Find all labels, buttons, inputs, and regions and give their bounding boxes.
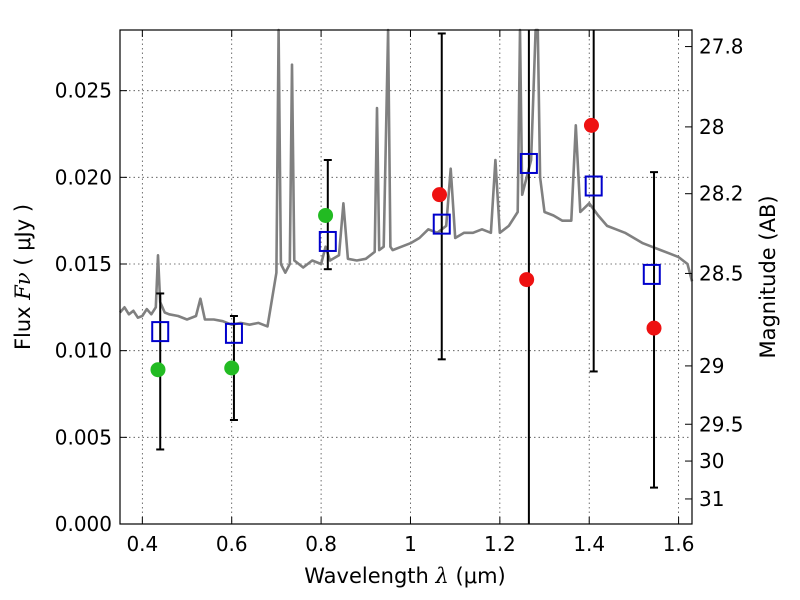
y2-tick-label: 28.2 <box>699 182 744 206</box>
grid <box>120 30 692 524</box>
x-axis-label: Wavelength λ (μm) <box>304 564 505 588</box>
y-tick-label: 0.025 <box>55 79 112 103</box>
axes: 0.4 0.6 0.8 1 1.2 1.4 1.6 0.000 0.005 0.010 0.015 0… <box>55 30 744 556</box>
data-points <box>150 117 662 378</box>
x-tick-label: 1.2 <box>484 532 516 556</box>
blue-square-marker <box>519 152 538 174</box>
x-tick-label: 1.4 <box>573 532 605 556</box>
y2-tick-label: 29 <box>699 354 724 378</box>
red-data-point <box>583 117 599 133</box>
red-data-point <box>646 320 662 336</box>
y2-tick-label: 29.5 <box>699 412 744 436</box>
plot-frame <box>119 29 693 525</box>
y-axis-label: Flux Fν ( μJy ) <box>11 204 35 350</box>
blue-square-marker <box>432 213 451 235</box>
green-data-point <box>224 360 240 376</box>
y2-tick-label: 31 <box>699 487 724 511</box>
y2-tick-label: 27.8 <box>699 35 744 59</box>
y2-tick-label: 30 <box>699 449 724 473</box>
green-data-point <box>150 362 166 378</box>
y2-tick-label: 28.5 <box>699 261 744 285</box>
blue-square-marker <box>642 263 661 285</box>
blue-square-marker <box>318 230 337 252</box>
x-tick-label: 0.6 <box>216 532 248 556</box>
x-tick-label: 0.8 <box>305 532 337 556</box>
y2-tick-label: 28 <box>699 115 724 139</box>
green-data-point <box>318 207 334 223</box>
model-spectrum-line <box>119 28 694 328</box>
x-tick-label: 0.4 <box>126 532 158 556</box>
blue-square-marker <box>224 322 243 344</box>
y-tick-label: 0.000 <box>55 512 112 536</box>
model-spectrum <box>119 28 694 328</box>
y-tick-label: 0.005 <box>55 425 112 449</box>
red-data-point <box>519 272 535 288</box>
red-data-point <box>432 187 448 203</box>
y-tick-label: 0.010 <box>55 339 112 363</box>
blue-square-marker <box>584 175 603 197</box>
x-tick-label: 1 <box>404 532 417 556</box>
y2-axis-label: Magnitude (AB) <box>756 195 780 358</box>
y-tick-label: 0.015 <box>55 252 112 276</box>
y-tick-label: 0.020 <box>55 165 112 189</box>
x-tick-label: 1.6 <box>663 532 695 556</box>
blue-square-marker <box>151 321 170 343</box>
